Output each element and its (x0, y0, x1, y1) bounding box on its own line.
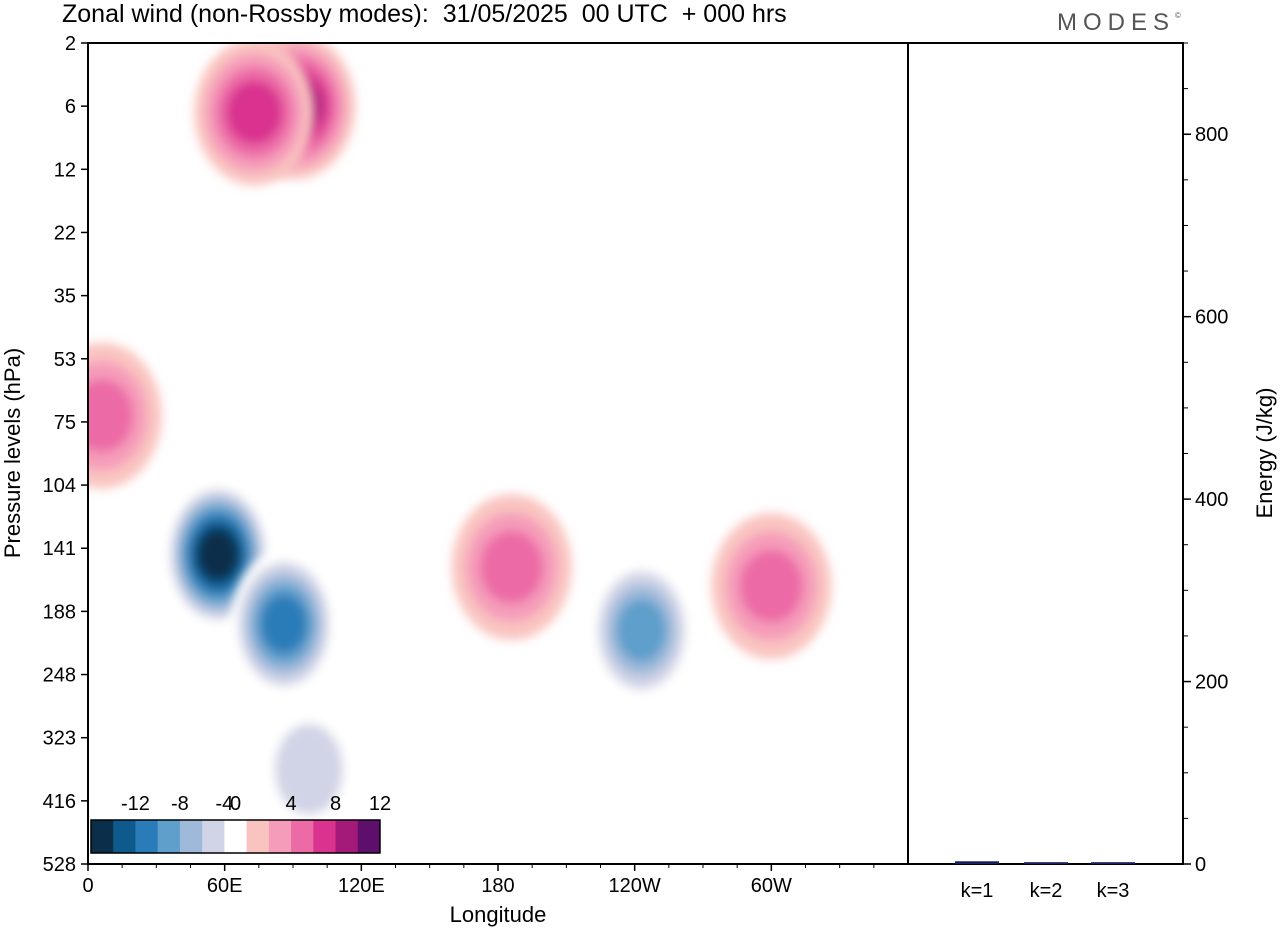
feature-easterly-2 (256, 696, 362, 843)
feature-westerly-4 (451, 494, 572, 641)
y-tick-label: 6 (65, 96, 76, 118)
y-tick-label: 12 (54, 159, 76, 181)
y-tick-label: 528 (43, 854, 76, 876)
colorbar-swatch (268, 820, 292, 853)
brand-text: MODES (1057, 9, 1176, 36)
contour-band (261, 595, 307, 654)
colorbar-swatch (113, 820, 136, 853)
energy-tick-label: 800 (1195, 124, 1228, 146)
energy-frame (907, 42, 1184, 865)
energy-tick-label: 400 (1195, 489, 1228, 511)
energy-bars (955, 861, 1135, 864)
colorbar-frame (90, 819, 381, 854)
colorbar-swatch (246, 820, 270, 853)
y-tick-label: 188 (43, 601, 76, 623)
y-tick-label: 416 (43, 791, 76, 813)
colorbar-label: -4 (215, 793, 233, 815)
contour-field (88, 43, 832, 843)
colorbar-label: -12 (121, 793, 150, 815)
energy-tick-label: 200 (1195, 672, 1228, 694)
colorbar-swatch (91, 820, 114, 853)
brand-mark: © (1175, 11, 1181, 20)
contour-band (197, 528, 239, 581)
feature-westerly-5 (711, 513, 832, 660)
colorbar: -12 -8 -40 4 8 12 (90, 793, 391, 854)
colorbar-swatch (357, 820, 381, 853)
contour-band (616, 598, 667, 663)
colorbar-swatch (202, 820, 225, 853)
energy-tick-label: 600 (1195, 307, 1228, 329)
colorbar-label: 4 (286, 793, 297, 815)
colorbar-label: -8 (171, 793, 189, 815)
colorbar-swatch (313, 820, 337, 853)
x-tick-label: 60E (207, 875, 243, 897)
chart-title: Zonal wind (non-Rossby modes): 31/05/202… (62, 0, 787, 28)
y-tick-label: 141 (43, 538, 76, 560)
energy-tick-label: 0 (1195, 854, 1206, 876)
colorbar-label: 12 (369, 793, 391, 815)
colorbar-swatch (224, 820, 248, 853)
colorbar-swatches (90, 819, 381, 854)
y-tick-label: 53 (54, 349, 76, 371)
energy-bar (1024, 862, 1068, 864)
x-tick-label: 120W (609, 875, 661, 897)
colorbar-labels: -12 -8 -40 4 8 12 (121, 793, 391, 815)
feature-westerly-8 (88, 342, 162, 489)
y-tick-label: 75 (54, 412, 76, 434)
colorbar-swatch (291, 820, 314, 853)
x-tick-label: 0 (82, 875, 93, 897)
y-axis-title: Pressure levels (hPa) (0, 348, 25, 558)
colorbar-label: 8 (330, 793, 341, 815)
colorbar-swatch (135, 820, 159, 853)
feature-easterly-1 (231, 551, 337, 698)
wavenumber-label: k=3 (1097, 880, 1130, 902)
wavenumber-label: k=2 (1030, 880, 1063, 902)
energy-panel: 0 200 400 600 800 k=1 k=2 k=3 Energy (J/kg) (907, 42, 1277, 902)
heatmap-background (88, 43, 908, 864)
energy-axis-title: Energy (J/kg) (1252, 388, 1277, 519)
wavenumber-axis: k=1 k=2 k=3 (961, 880, 1130, 902)
x-tick-label: 180 (481, 875, 514, 897)
contour-band (226, 80, 283, 145)
x-tick-label: 60W (751, 875, 792, 897)
heatmap-panel: 2 6 12 22 35 53 75 104 141 188 248 323 416 528 0 60E 12… (0, 33, 909, 927)
wavenumber-label: k=1 (961, 880, 994, 902)
y-tick-label: 323 (43, 728, 76, 750)
energy-axis: 0 200 400 600 800 (1183, 42, 1228, 876)
contour-band (480, 530, 544, 604)
longitude-axis: 0 60E 120E 180 120W 60W (82, 864, 875, 897)
contour-band (88, 379, 134, 452)
feature-easterly-3 (588, 557, 695, 704)
colorbar-swatch (335, 820, 359, 853)
x-tick-label: 120E (338, 875, 385, 897)
feature-westerly-7 (194, 43, 315, 186)
energy-bar (1091, 862, 1135, 864)
colorbar-label: 0 (230, 793, 241, 815)
y-tick-label: 248 (43, 665, 76, 687)
contour-band (739, 549, 803, 623)
contour-band (274, 723, 344, 815)
y-tick-label: 35 (54, 286, 76, 308)
y-tick-label: 2 (65, 33, 76, 55)
brand-logo: MODES© (1057, 9, 1181, 37)
energy-bar (955, 861, 999, 864)
y-tick-label: 22 (54, 222, 76, 244)
x-axis-title: Longitude (450, 902, 547, 927)
y-tick-label: 104 (43, 475, 76, 497)
colorbar-swatch (157, 820, 181, 853)
pressure-axis: 2 6 12 22 35 53 75 104 141 188 248 323 416 528 (43, 33, 88, 876)
colorbar-swatch (179, 820, 203, 853)
